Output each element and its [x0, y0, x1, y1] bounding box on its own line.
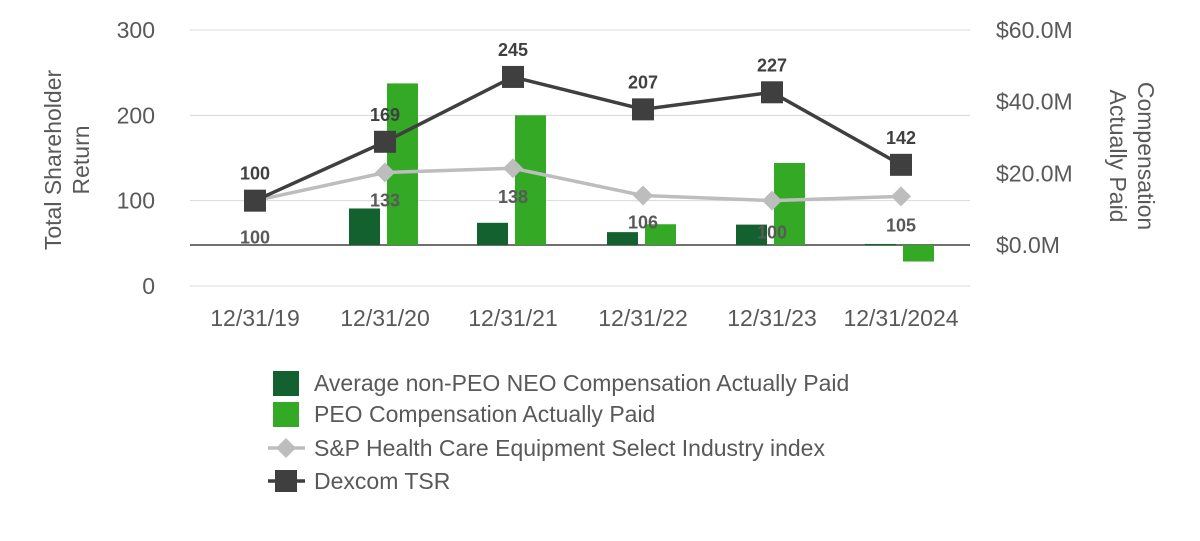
marker-dexcom-tsr-5 [890, 153, 912, 176]
data-label-s-p-health-care-equipment-select-industry-index-0: 100 [240, 228, 270, 248]
marker-s-p-health-care-equipment-select-industry-index-5 [891, 186, 911, 207]
gridlines [190, 29, 970, 287]
bar-average-non-peo-neo-compensation-actually-paid-4 [736, 224, 767, 246]
marker-dexcom-tsr-0 [244, 189, 266, 212]
left-tick-label-0: 0 [142, 273, 155, 299]
bar-average-non-peo-neo-compensation-actually-paid-1 [349, 208, 380, 246]
right-axis-title-line2: Actually Paid [1105, 90, 1131, 223]
right-axis-title-line1: Compensation [1133, 82, 1159, 230]
data-label-dexcom-tsr-5: 142 [886, 128, 916, 148]
bar-peo-compensation-actually-paid-2 [515, 115, 546, 246]
bar-peo-compensation-actually-paid-1 [387, 83, 418, 246]
left-tick-label-100: 100 [117, 188, 155, 214]
legend: Average non-PEO NEO Compensation Actuall… [268, 370, 849, 494]
left-axis-title-line1: Total Shareholder [40, 70, 66, 251]
bar-average-non-peo-neo-compensation-actually-paid-3 [607, 232, 638, 246]
marker-dexcom-tsr-4 [761, 81, 783, 104]
legend-marker-dexcom-tsr [275, 470, 297, 492]
category-label-1: 12/31/20 [340, 305, 430, 331]
legend-label-peo-compensation-actually-paid: PEO Compensation Actually Paid [314, 401, 655, 427]
data-label-s-p-health-care-equipment-select-industry-index-5: 105 [886, 215, 916, 235]
data-label-dexcom-tsr-1: 169 [370, 105, 400, 125]
axes: Total Shareholder Return Compensation Ac… [40, 17, 1159, 331]
bar-peo-compensation-actually-paid-5 [903, 245, 934, 262]
legend-label-dexcom-tsr: Dexcom TSR [314, 468, 450, 494]
line-s-p-health-care-equipment-select-industry-index [254, 166, 902, 203]
category-label-3: 12/31/22 [598, 305, 688, 331]
legend-marker-s-p-health-care-equipment-select-industry-index [276, 438, 296, 458]
legend-label-average-non-peo-neo-compensation-actually-paid: Average non-PEO NEO Compensation Actuall… [314, 370, 849, 396]
bar-peo-compensation-actually-paid-4 [774, 162, 805, 246]
right-tick-label-40: $40.0M [996, 89, 1073, 115]
data-label-dexcom-tsr-0: 100 [240, 164, 270, 184]
data-label-s-p-health-care-equipment-select-industry-index-1: 133 [370, 191, 400, 211]
left-tick-label-300: 300 [117, 17, 155, 43]
data-label-dexcom-tsr-4: 227 [757, 55, 787, 75]
category-label-2: 12/31/21 [468, 305, 558, 331]
category-label-4: 12/31/23 [727, 305, 817, 331]
marker-dexcom-tsr-3 [632, 98, 654, 121]
marker-s-p-health-care-equipment-select-industry-index-1 [375, 162, 395, 183]
data-labels: 100 169 245 207 227 142 100 133 138 106 100 105 [240, 40, 916, 248]
left-tick-label-200: 200 [117, 102, 155, 128]
bar-peo-compensation-actually-paid-3 [645, 224, 676, 246]
line-dexcom-tsr [254, 75, 902, 203]
category-label-5: 12/31/2024 [843, 305, 958, 331]
marker-s-p-health-care-equipment-select-industry-index-3 [633, 185, 653, 206]
marker-dexcom-tsr-1 [374, 130, 396, 153]
category-label-0: 12/31/19 [210, 305, 300, 331]
data-label-s-p-health-care-equipment-select-industry-index-2: 138 [498, 187, 528, 207]
marker-s-p-health-care-equipment-select-industry-index-4 [762, 190, 782, 211]
marker-s-p-health-care-equipment-select-industry-index-2 [503, 158, 523, 179]
marker-dexcom-tsr-2 [502, 65, 524, 88]
data-label-dexcom-tsr-2: 245 [498, 40, 528, 60]
left-axis-title-line2: Return [68, 125, 94, 194]
bar-average-non-peo-neo-compensation-actually-paid-2 [477, 222, 508, 246]
data-label-dexcom-tsr-3: 207 [628, 72, 658, 92]
legend-label-s-p-health-care-equipment-select-industry-index: S&P Health Care Equipment Select Industr… [314, 435, 825, 461]
right-tick-label-0: $0.0M [996, 232, 1060, 258]
data-label-s-p-health-care-equipment-select-industry-index-4: 100 [757, 223, 787, 243]
right-tick-label-60: $60.0M [996, 17, 1073, 43]
lines [244, 65, 912, 212]
bar-average-non-peo-neo-compensation-actually-paid-5 [865, 243, 896, 246]
bars [349, 83, 934, 262]
legend-swatch-average-non-peo-neo-compensation-actually-paid [273, 371, 299, 396]
right-tick-label-20: $20.0M [996, 160, 1073, 186]
data-label-s-p-health-care-equipment-select-industry-index-3: 106 [628, 213, 658, 233]
legend-swatch-peo-compensation-actually-paid [273, 402, 299, 427]
